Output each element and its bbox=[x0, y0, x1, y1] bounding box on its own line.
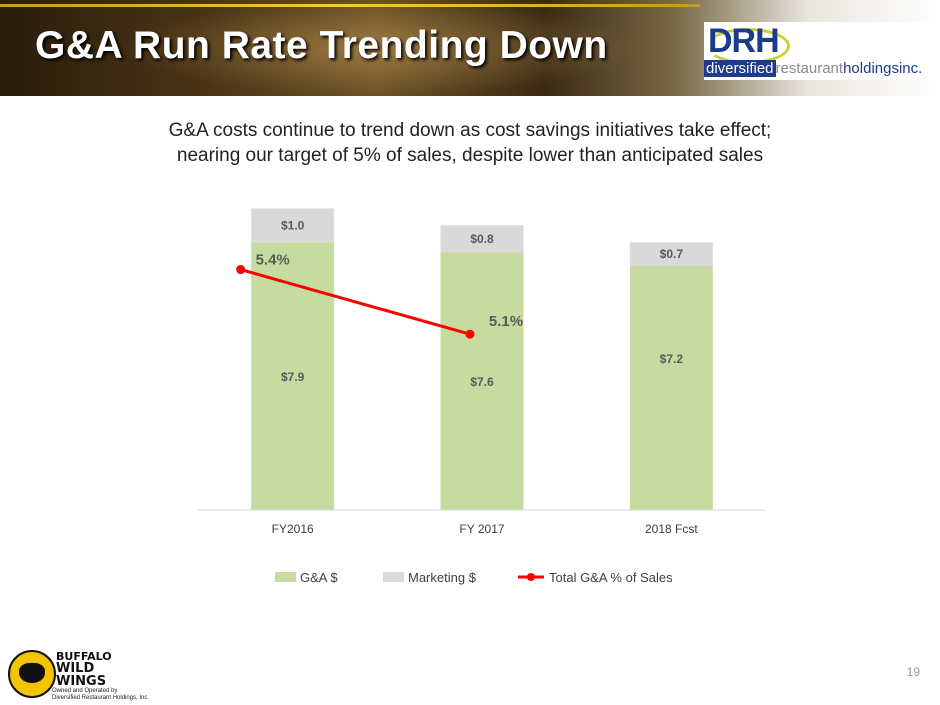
bar-marketing-2 bbox=[629, 242, 713, 266]
banner-glow bbox=[120, 0, 640, 96]
label-marketing-2: $0.7 bbox=[660, 247, 684, 261]
label-marketing-1: $0.8 bbox=[470, 232, 494, 246]
legend-label-1: Marketing $ bbox=[408, 570, 477, 585]
bww-line-2: WILD bbox=[56, 661, 95, 676]
subtitle-line-2: nearing our target of 5% of sales, despi… bbox=[176, 145, 764, 166]
bww-owned-line-2: Diversified Restaurant Holdings, Inc. bbox=[52, 695, 150, 701]
label-ga-2: $7.2 bbox=[660, 352, 684, 366]
banner-gold-line bbox=[0, 4, 700, 7]
bar-ga-2 bbox=[629, 266, 713, 510]
bww-owned-text: Owned and Operated by Diversified Restau… bbox=[52, 688, 149, 702]
line-marker-0 bbox=[236, 265, 246, 275]
drh-name-part4: inc. bbox=[898, 60, 923, 77]
drh-name-part3: holdings bbox=[843, 60, 899, 77]
legend-swatch-0 bbox=[275, 572, 296, 582]
label-ga-1: $7.6 bbox=[470, 375, 494, 389]
tick-label-0: FY2016 bbox=[272, 522, 314, 536]
buffalo-wild-wings-logo: BUFFALO WILD WINGS Owned and Operated by… bbox=[8, 648, 178, 703]
tick-label-2: 2018 Fcst bbox=[645, 522, 698, 536]
data-labels-layer: $7.9 $1.0 $7.6 $0.8 $7.2 $0.7 bbox=[281, 218, 683, 389]
bar-marketing-0 bbox=[251, 208, 335, 243]
line-label-1: 5.1% bbox=[489, 313, 523, 330]
slide-subtitle: G&A costs continue to trend down as cost… bbox=[0, 118, 940, 168]
line-series-layer: 5.4% 5.1% bbox=[236, 252, 523, 339]
title-banner: G&A Run Rate Trending Down DRH diversifi… bbox=[0, 0, 940, 96]
drh-name-part1: diversified bbox=[704, 60, 776, 77]
bars-layer bbox=[251, 208, 713, 510]
label-ga-0: $7.9 bbox=[281, 370, 305, 384]
legend-label-0: G&A $ bbox=[300, 570, 338, 585]
subtitle-line-1: G&A costs continue to trend down as cost… bbox=[168, 120, 772, 141]
line-label-0: 5.4% bbox=[256, 252, 290, 269]
bww-wordmark: BUFFALO WILD WINGS bbox=[56, 650, 112, 689]
drh-name-part2: restaurant bbox=[775, 60, 844, 77]
legend-marker-2 bbox=[527, 573, 535, 581]
buffalo-icon bbox=[8, 650, 56, 698]
chart-legend: G&A $ Marketing $ Total G&A % of Sales bbox=[275, 570, 673, 585]
tick-labels-layer: FY2016 FY 2017 2018 Fcst bbox=[272, 522, 699, 536]
page-title: G&A Run Rate Trending Down bbox=[35, 24, 608, 67]
drh-logo-mark: DRH bbox=[708, 22, 780, 60]
bww-line-3: WINGS bbox=[56, 674, 107, 689]
drh-logo: DRH diversified restaurantholdingsinc. bbox=[704, 22, 934, 80]
line-marker-1 bbox=[465, 329, 475, 339]
drh-logo-name: diversified restaurantholdingsinc. bbox=[704, 60, 922, 77]
bww-owned-line-1: Owned and Operated by bbox=[52, 688, 118, 694]
legend-swatch-1 bbox=[383, 572, 404, 582]
tick-label-1: FY 2017 bbox=[459, 522, 504, 536]
bww-line-1: BUFFALO bbox=[56, 650, 112, 663]
page-number: 19 bbox=[906, 665, 920, 679]
line-total-ga-pct bbox=[240, 268, 471, 336]
legend-label-2: Total G&A % of Sales bbox=[549, 570, 673, 585]
bar-marketing-1 bbox=[440, 225, 524, 253]
bar-ga-0 bbox=[251, 242, 335, 510]
label-marketing-0: $1.0 bbox=[281, 218, 305, 232]
bar-ga-1 bbox=[440, 252, 524, 510]
